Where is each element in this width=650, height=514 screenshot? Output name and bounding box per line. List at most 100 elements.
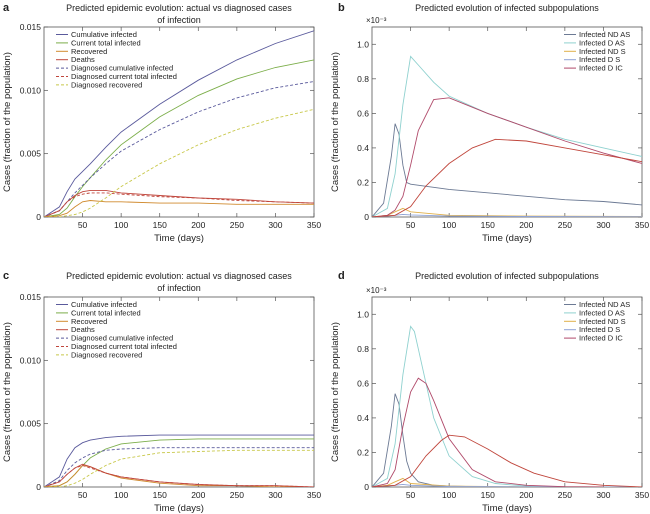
y-tick-label: 0.005 <box>20 419 42 429</box>
x-axis-label: Time (days) <box>154 233 204 244</box>
y-axis-label: Cases (fraction of the population) <box>330 322 341 462</box>
y-tick-label: 0.6 <box>357 378 369 388</box>
x-tick-label: 350 <box>307 220 321 230</box>
series-line-current-total-infected <box>44 59 314 217</box>
y-tick-label: 0 <box>36 212 41 222</box>
y-tick-label: 0.8 <box>357 344 369 354</box>
x-tick-label: 150 <box>481 490 495 500</box>
x-tick-label: 50 <box>406 220 416 230</box>
legend-entry: Recovered <box>71 47 107 56</box>
x-tick-label: 200 <box>191 220 205 230</box>
x-tick-label: 300 <box>596 220 610 230</box>
chart-title: Predicted epidemic evolution: actual vs … <box>66 3 292 13</box>
y-axis-label: Cases (fraction of the population) <box>2 52 13 192</box>
y-exponent-label: ×10⁻³ <box>366 16 387 25</box>
plot-frame <box>43 296 315 488</box>
y-tick-label: 0.4 <box>357 143 369 153</box>
x-tick-label: 300 <box>596 490 610 500</box>
y-tick-label: 0.010 <box>20 85 42 95</box>
x-tick-label: 50 <box>78 490 88 500</box>
y-tick-label: 0 <box>364 212 369 222</box>
y-tick-label: 0.005 <box>20 149 42 159</box>
legend-entry: Infected D S <box>579 55 620 64</box>
y-tick-label: 0.8 <box>357 74 369 84</box>
series-line-diagnosed-cumulative-infected <box>44 81 314 217</box>
legend-entry: Diagnosed recovered <box>71 350 142 359</box>
y-tick-label: 0.015 <box>20 292 42 302</box>
series-line-infected-d-as <box>372 55 642 217</box>
y-tick-label: 0.2 <box>357 447 369 457</box>
panel-letter: a <box>3 2 10 14</box>
x-tick-label: 100 <box>442 490 456 500</box>
series-line-cumulative-infected <box>44 434 314 487</box>
y-tick-label: 0 <box>364 482 369 492</box>
series-line-diagnosed-recovered <box>44 108 314 217</box>
legend-entry: Infected D AS <box>579 38 625 47</box>
y-exponent-label: ×10⁻³ <box>366 286 387 295</box>
chart-title: of infection <box>157 283 201 293</box>
series-line-infected-nd-as <box>372 123 642 217</box>
x-tick-label: 350 <box>635 220 649 230</box>
legend-entry: Infected ND AS <box>579 30 630 39</box>
x-tick-label: 350 <box>307 490 321 500</box>
x-tick-label: 150 <box>481 220 495 230</box>
series-line-recovered <box>44 200 314 217</box>
panel-letter: b <box>338 2 345 14</box>
y-tick-label: 0.015 <box>20 22 42 32</box>
panel-b: b Predicted evolution of infected subpopu… <box>330 2 649 244</box>
plot-frame <box>371 296 643 488</box>
legend-entry: Infected D IC <box>579 334 623 343</box>
y-tick-label: 0.6 <box>357 108 369 118</box>
y-tick-label: 0.010 <box>20 355 42 365</box>
y-tick-label: 1.0 <box>357 39 369 49</box>
x-tick-label: 100 <box>114 220 128 230</box>
y-tick-label: 1.0 <box>357 309 369 319</box>
x-axis-label: Time (days) <box>482 503 532 514</box>
x-axis-label: Time (days) <box>482 233 532 244</box>
x-tick-label: 250 <box>230 220 244 230</box>
x-tick-label: 50 <box>78 220 88 230</box>
series-line-unlabeled-5 <box>372 138 642 217</box>
x-tick-label: 250 <box>558 220 572 230</box>
panel-letter: d <box>338 270 345 282</box>
legend-entry: Deaths <box>71 55 95 64</box>
y-tick-label: 0 <box>36 482 41 492</box>
x-tick-label: 200 <box>191 490 205 500</box>
legend-entry: Deaths <box>71 325 95 334</box>
legend-entry: Infected D AS <box>579 308 625 317</box>
legend-entry: Infected ND S <box>579 317 626 326</box>
x-tick-label: 150 <box>153 490 167 500</box>
chart-title: Predicted epidemic evolution: actual vs … <box>66 271 292 281</box>
series-line-deaths <box>44 189 314 217</box>
y-axis-label: Cases (fraction of the population) <box>2 322 13 462</box>
series-line-infected-d-as <box>372 325 565 487</box>
legend-entry: Infected ND S <box>579 47 626 56</box>
y-tick-label: 0.2 <box>357 177 369 187</box>
x-tick-label: 350 <box>635 490 649 500</box>
series-line-diagnosed-current-total-infected <box>44 465 314 487</box>
series-line-cumulative-infected <box>44 30 314 217</box>
legend-entry: Infected ND AS <box>579 300 630 309</box>
legend-entry: Diagnosed cumulative infected <box>71 64 173 73</box>
panel-a: a Predicted epidemic evolution: actual vs… <box>2 2 321 244</box>
legend-entry: Diagnosed cumulative infected <box>71 334 173 343</box>
series-line-infected-d-ic <box>372 377 604 487</box>
panel-d: d Predicted evolution of infected subpopu… <box>330 270 649 514</box>
chart-title: Predicted evolution of infected subpopul… <box>415 271 599 281</box>
legend-entry: Infected D IC <box>579 64 623 73</box>
x-tick-label: 250 <box>230 490 244 500</box>
chart-title: of infection <box>157 15 201 25</box>
series-line-diagnosed-cumulative-infected <box>44 447 314 487</box>
plot-frame <box>43 26 315 218</box>
legend-entry: Current total infected <box>71 308 141 317</box>
series-line-infected-d-ic <box>372 97 642 217</box>
x-tick-label: 200 <box>519 220 533 230</box>
x-tick-label: 50 <box>406 490 416 500</box>
panel-c: c Predicted epidemic evolution: actual vs… <box>2 270 321 514</box>
y-tick-label: 0.4 <box>357 413 369 423</box>
